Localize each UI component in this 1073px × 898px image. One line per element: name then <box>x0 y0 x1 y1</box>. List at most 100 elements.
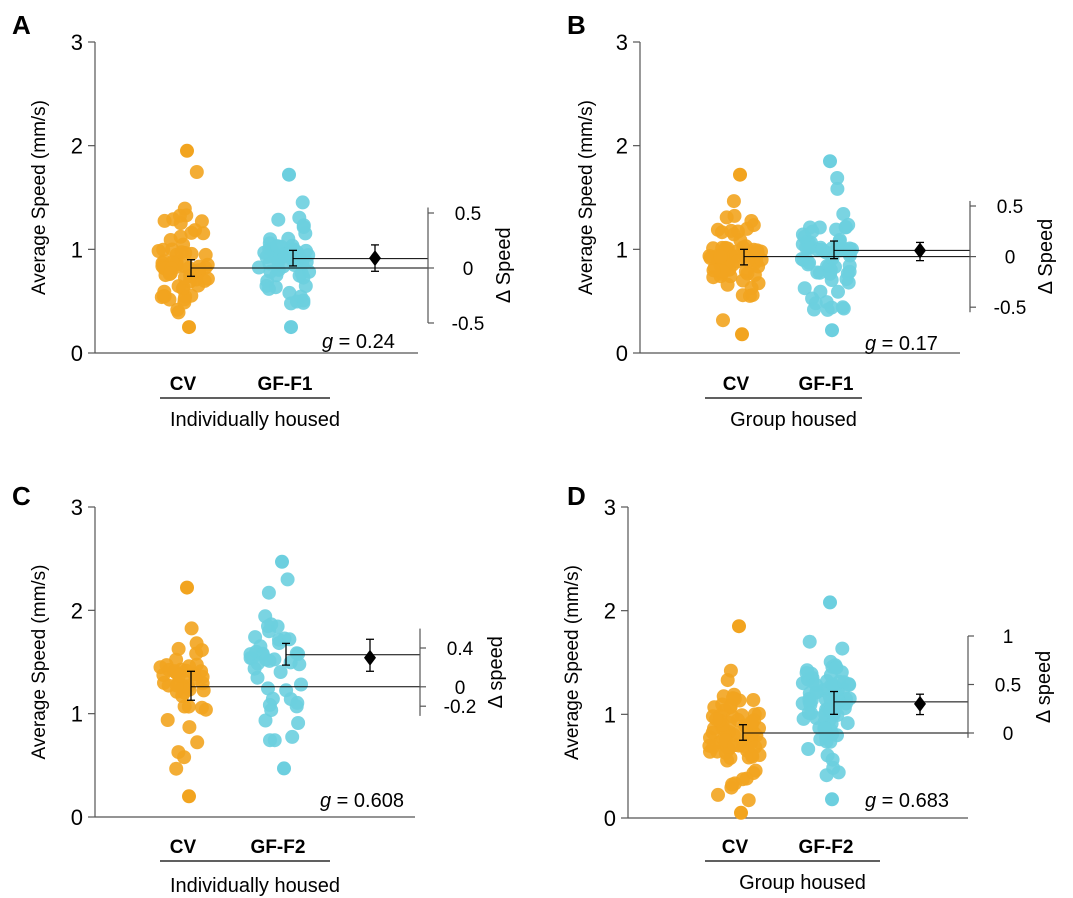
data-point <box>706 739 721 754</box>
data-point <box>299 254 314 269</box>
data-point <box>734 805 748 820</box>
data-point <box>180 143 194 158</box>
data-point <box>713 249 728 264</box>
data-point <box>740 253 755 268</box>
data-point <box>198 247 213 262</box>
data-point <box>189 636 204 651</box>
data-point <box>830 181 845 196</box>
data-point <box>832 232 847 247</box>
data-point <box>196 683 211 698</box>
data-point <box>182 320 196 335</box>
data-point <box>291 716 306 730</box>
data-point <box>807 302 821 317</box>
data-point <box>805 224 820 239</box>
delta-axis-label: Δ Speed <box>1035 219 1057 295</box>
panel-letter: D <box>567 481 586 511</box>
group-label: GF-F2 <box>799 837 854 858</box>
data-point <box>754 252 769 267</box>
y-axis-label: Average Speed (mm/s) <box>29 100 50 295</box>
data-point <box>824 273 839 287</box>
data-point <box>171 745 186 760</box>
y-tick-label: 3 <box>71 30 83 55</box>
data-point <box>283 692 298 707</box>
data-point <box>171 641 186 656</box>
data-point <box>825 792 839 807</box>
data-point <box>838 220 853 234</box>
delta-mean-marker <box>369 250 381 267</box>
data-point <box>169 761 184 776</box>
data-point <box>191 263 206 278</box>
delta-tick-label: -0.2 <box>444 697 477 718</box>
data-point <box>823 595 837 610</box>
group-label: GF-F2 <box>251 837 306 858</box>
delta-axis-label: Δ Speed <box>493 227 515 303</box>
y-tick-label: 3 <box>616 30 628 55</box>
group-label: CV <box>723 374 750 395</box>
y-axis-label: Average Speed (mm/s) <box>576 100 597 295</box>
effect-size-symbol: g <box>865 333 876 355</box>
data-point <box>154 290 169 305</box>
data-point <box>720 673 735 688</box>
panel-d: D 0 1 2 3 Average Speed (mm/s) 0 0.5 1 Δ speed g =… <box>562 481 1055 894</box>
effect-size-value: = 0.24 <box>333 331 395 353</box>
y-tick-label: 0 <box>616 341 628 366</box>
y-tick-label: 1 <box>71 237 83 262</box>
data-point <box>177 699 192 714</box>
data-point <box>182 789 196 804</box>
data-point <box>823 154 837 169</box>
data-point <box>831 765 846 780</box>
data-point <box>822 704 837 719</box>
data-point <box>706 263 721 278</box>
data-point <box>171 668 186 683</box>
data-point <box>735 327 749 342</box>
data-point <box>836 207 851 221</box>
data-point <box>842 246 857 261</box>
panel-letter: C <box>12 481 31 511</box>
data-point <box>730 712 745 727</box>
data-point <box>284 296 298 311</box>
data-point <box>836 301 851 316</box>
group-label: CV <box>170 374 197 395</box>
effect-size-value: = 0.608 <box>331 790 404 812</box>
data-point <box>795 676 810 691</box>
data-point <box>285 729 300 744</box>
data-point <box>197 273 212 288</box>
data-point <box>261 585 276 600</box>
group-label: CV <box>170 837 197 858</box>
data-point <box>809 678 824 692</box>
data-point <box>261 281 276 296</box>
panel-b: B 0 1 2 3 Average Speed (mm/s) -0.5 0 0.5 Δ Speed… <box>567 10 1057 431</box>
data-point <box>263 733 277 748</box>
data-point <box>262 653 277 668</box>
data-point <box>825 323 839 338</box>
data-point <box>725 777 740 792</box>
data-point <box>287 258 302 272</box>
effect-size: g = 0.17 <box>865 333 938 355</box>
data-point <box>720 753 735 768</box>
condition-label: Group housed <box>739 872 866 894</box>
data-point <box>258 713 273 728</box>
data-point <box>752 748 767 762</box>
data-point <box>820 302 835 317</box>
effect-size-symbol: g <box>865 790 876 812</box>
data-point <box>707 700 722 715</box>
effect-size: g = 0.608 <box>320 790 404 812</box>
data-point <box>829 660 844 675</box>
data-point <box>273 665 288 679</box>
data-point <box>723 699 738 714</box>
group-label: GF-F1 <box>799 374 854 395</box>
condition-label: Group housed <box>730 409 857 431</box>
y-tick-label: 0 <box>71 805 83 830</box>
data-point <box>271 212 286 227</box>
data-point <box>730 726 745 740</box>
delta-tick-label: 0.5 <box>997 197 1023 218</box>
data-point <box>243 647 258 662</box>
data-point <box>264 617 279 632</box>
panel-a: A 0 1 2 3 Average Speed (mm/s) -0.5 0 0.5 Δ Speed… <box>12 10 515 431</box>
y-tick-label: 1 <box>71 702 83 727</box>
data-point <box>840 716 855 731</box>
data-point <box>282 167 296 182</box>
data-point <box>741 750 756 765</box>
data-point <box>295 195 310 210</box>
